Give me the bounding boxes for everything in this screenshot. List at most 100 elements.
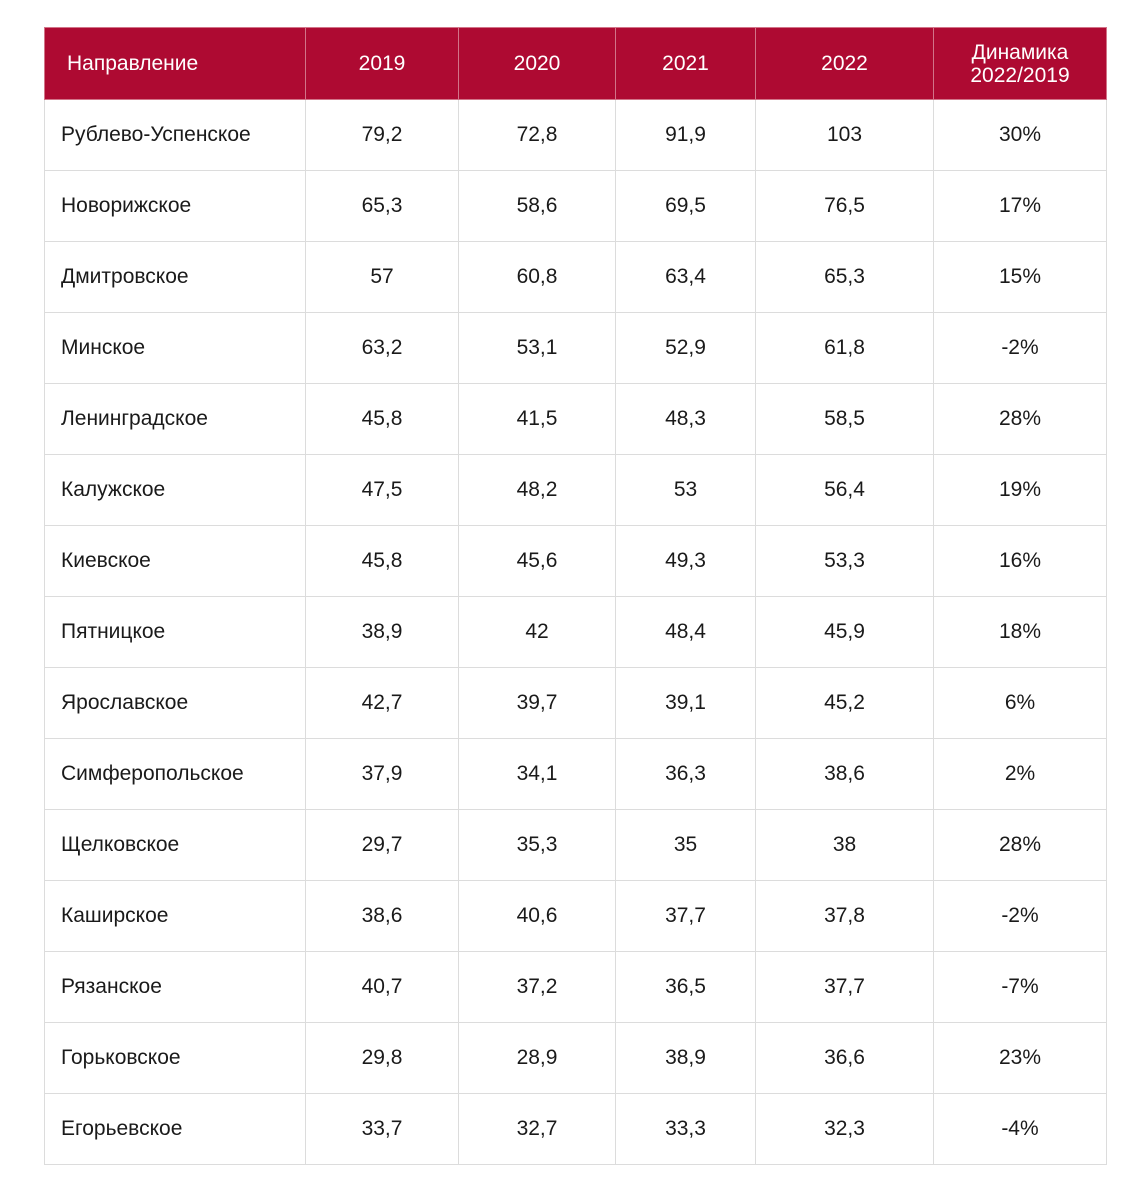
direction-name: Минское — [44, 312, 306, 384]
dynamics-cell: 15% — [933, 241, 1107, 313]
value-2019-cell: 33,7 — [305, 1093, 459, 1165]
dynamics-cell: 17% — [933, 170, 1107, 242]
value-2022-cell: 32,3 — [755, 1093, 934, 1165]
direction-name: Каширское — [44, 880, 306, 952]
header-2019: 2019 — [305, 27, 459, 100]
value-2022-cell: 103 — [755, 99, 934, 171]
table-row: Минское 63,2 53,1 52,9 61,8 -2% — [44, 312, 1107, 384]
value-2021-cell: 52,9 — [615, 312, 756, 384]
value-2019-cell: 38,9 — [305, 596, 459, 668]
dynamics-cell: 28% — [933, 809, 1107, 881]
value-2019-cell: 29,7 — [305, 809, 459, 881]
value-2019-cell: 79,2 — [305, 99, 459, 171]
value-2021-cell: 91,9 — [615, 99, 756, 171]
value-2021-cell: 63,4 — [615, 241, 756, 313]
value-2020-cell: 48,2 — [458, 454, 616, 526]
table-row: Симферопольское 37,9 34,1 36,3 38,6 2% — [44, 738, 1107, 810]
dynamics-cell: -2% — [933, 312, 1107, 384]
value-2020-cell: 37,2 — [458, 951, 616, 1023]
table-row: Новорижское 65,3 58,6 69,5 76,5 17% — [44, 170, 1107, 242]
value-2020-cell: 58,6 — [458, 170, 616, 242]
value-2022-cell: 58,5 — [755, 383, 934, 455]
value-2022-cell: 53,3 — [755, 525, 934, 597]
direction-name: Егорьевское — [44, 1093, 306, 1165]
direction-name: Киевское — [44, 525, 306, 597]
value-2019-cell: 45,8 — [305, 525, 459, 597]
value-2020-cell: 41,5 — [458, 383, 616, 455]
value-2021-cell: 49,3 — [615, 525, 756, 597]
value-2019-cell: 38,6 — [305, 880, 459, 952]
dynamics-cell: 18% — [933, 596, 1107, 668]
value-2021-cell: 36,5 — [615, 951, 756, 1023]
table-row: Калужское 47,5 48,2 53 56,4 19% — [44, 454, 1107, 526]
table-row: Пятницкое 38,9 42 48,4 45,9 18% — [44, 596, 1107, 668]
table-row: Егорьевское 33,7 32,7 33,3 32,3 -4% — [44, 1093, 1107, 1165]
value-2019-cell: 29,8 — [305, 1022, 459, 1094]
direction-name: Щелковское — [44, 809, 306, 881]
value-2020-cell: 60,8 — [458, 241, 616, 313]
value-2021-cell: 38,9 — [615, 1022, 756, 1094]
header-dynamics: Динамика 2022/2019 — [933, 27, 1107, 100]
header-row: Направление 2019 2020 2021 2022 Динамика… — [44, 27, 1107, 100]
table-row: Киевское 45,8 45,6 49,3 53,3 16% — [44, 525, 1107, 597]
value-2021-cell: 69,5 — [615, 170, 756, 242]
table-body: Рублево-Успенское 79,2 72,8 91,9 103 30% Новор… — [44, 99, 1107, 1165]
value-2021-cell: 37,7 — [615, 880, 756, 952]
value-2019-cell: 47,5 — [305, 454, 459, 526]
value-2022-cell: 45,2 — [755, 667, 934, 739]
dynamics-cell: 2% — [933, 738, 1107, 810]
value-2022-cell: 38,6 — [755, 738, 934, 810]
value-2020-cell: 40,6 — [458, 880, 616, 952]
dynamics-cell: -7% — [933, 951, 1107, 1023]
dynamics-cell: -2% — [933, 880, 1107, 952]
table-row: Дмитровское 57 60,8 63,4 65,3 15% — [44, 241, 1107, 313]
header-2020: 2020 — [458, 27, 616, 100]
dynamics-cell: 30% — [933, 99, 1107, 171]
value-2022-cell: 45,9 — [755, 596, 934, 668]
direction-name: Ленинградское — [44, 383, 306, 455]
direction-name: Ярославское — [44, 667, 306, 739]
table-row: Ярославское 42,7 39,7 39,1 45,2 6% — [44, 667, 1107, 739]
dynamics-cell: 16% — [933, 525, 1107, 597]
value-2019-cell: 63,2 — [305, 312, 459, 384]
value-2019-cell: 42,7 — [305, 667, 459, 739]
value-2022-cell: 76,5 — [755, 170, 934, 242]
dynamics-cell: -4% — [933, 1093, 1107, 1165]
value-2022-cell: 37,7 — [755, 951, 934, 1023]
value-2021-cell: 48,4 — [615, 596, 756, 668]
table-row: Рязанское 40,7 37,2 36,5 37,7 -7% — [44, 951, 1107, 1023]
header-2022: 2022 — [755, 27, 934, 100]
table-row: Каширское 38,6 40,6 37,7 37,8 -2% — [44, 880, 1107, 952]
dynamics-cell: 23% — [933, 1022, 1107, 1094]
dynamics-cell: 19% — [933, 454, 1107, 526]
data-table: Направление 2019 2020 2021 2022 Динамика… — [44, 27, 1107, 1165]
header-direction: Направление — [44, 27, 306, 100]
value-2022-cell: 56,4 — [755, 454, 934, 526]
value-2021-cell: 53 — [615, 454, 756, 526]
table-row: Щелковское 29,7 35,3 35 38 28% — [44, 809, 1107, 881]
value-2022-cell: 37,8 — [755, 880, 934, 952]
value-2022-cell: 65,3 — [755, 241, 934, 313]
value-2021-cell: 35 — [615, 809, 756, 881]
table-row: Ленинградское 45,8 41,5 48,3 58,5 28% — [44, 383, 1107, 455]
value-2022-cell: 38 — [755, 809, 934, 881]
direction-name: Калужское — [44, 454, 306, 526]
value-2020-cell: 39,7 — [458, 667, 616, 739]
value-2020-cell: 28,9 — [458, 1022, 616, 1094]
value-2019-cell: 65,3 — [305, 170, 459, 242]
dynamics-cell: 28% — [933, 383, 1107, 455]
value-2019-cell: 57 — [305, 241, 459, 313]
value-2021-cell: 33,3 — [615, 1093, 756, 1165]
table-row: Горьковское 29,8 28,9 38,9 36,6 23% — [44, 1022, 1107, 1094]
value-2021-cell: 39,1 — [615, 667, 756, 739]
direction-name: Симферопольское — [44, 738, 306, 810]
value-2019-cell: 37,9 — [305, 738, 459, 810]
direction-name: Рублево-Успенское — [44, 99, 306, 171]
value-2020-cell: 35,3 — [458, 809, 616, 881]
value-2020-cell: 45,6 — [458, 525, 616, 597]
value-2020-cell: 72,8 — [458, 99, 616, 171]
direction-name: Дмитровское — [44, 241, 306, 313]
direction-name: Рязанское — [44, 951, 306, 1023]
value-2019-cell: 45,8 — [305, 383, 459, 455]
value-2021-cell: 48,3 — [615, 383, 756, 455]
